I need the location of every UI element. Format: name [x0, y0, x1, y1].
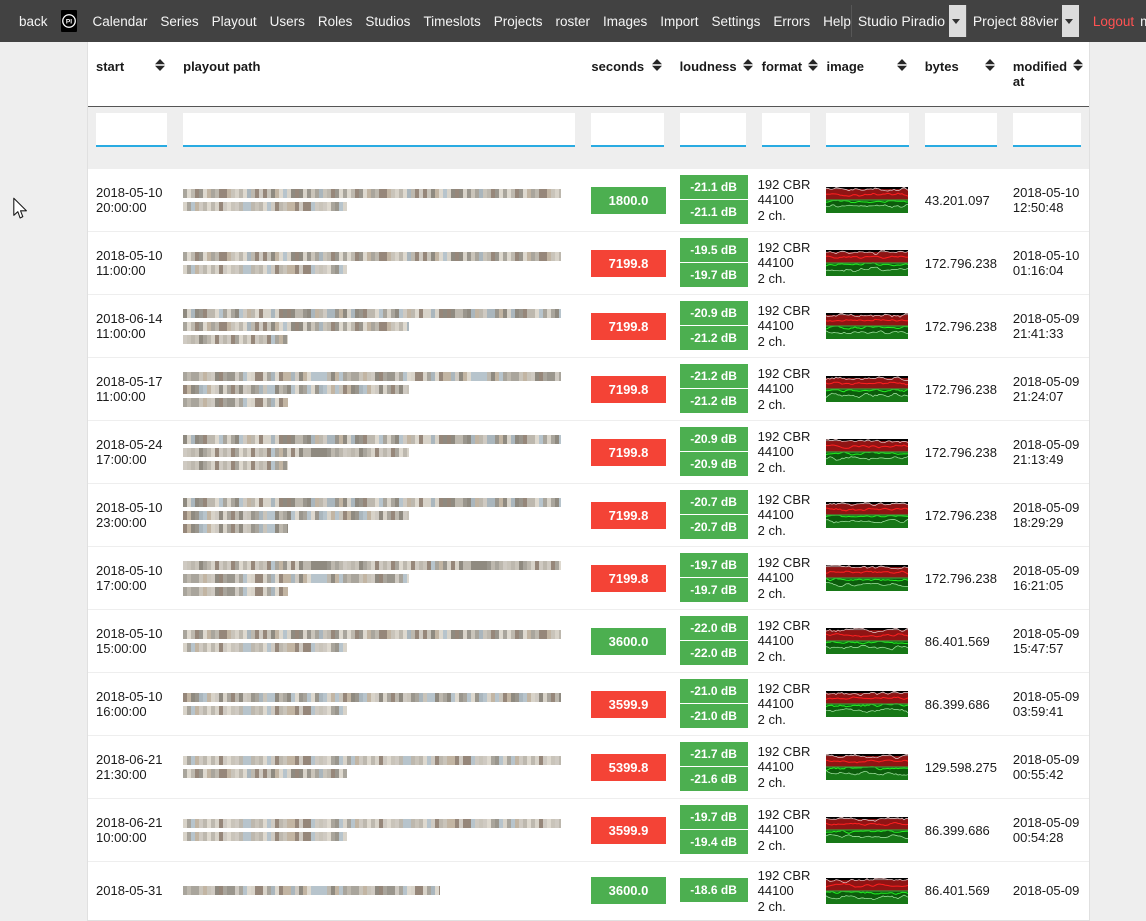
svg-text:PI: PI: [65, 19, 71, 26]
